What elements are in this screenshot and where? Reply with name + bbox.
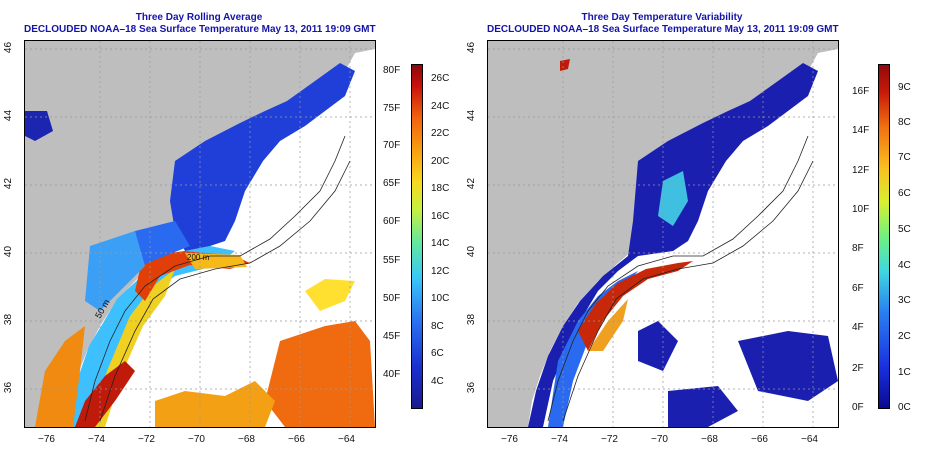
right-map-title: Three Day Temperature Variability [581,12,743,23]
left-y-tick: 42 [3,177,15,190]
right-y-tick: 38 [466,313,478,326]
right-x-tick: −70 [651,434,668,445]
left-land [25,41,375,427]
left-y-tick: 44 [3,109,15,122]
left-cbar-c-label: 4C [431,376,444,387]
right-cbar-c-label: 5C [898,224,911,235]
right-x-tick: −76 [501,434,518,445]
left-x-tick: −76 [38,434,55,445]
right-cbar-f-label: 4F [852,322,864,333]
left-y-tick: 38 [3,313,15,326]
right-y-tick: 44 [466,109,478,122]
left-cbar-f-label: 55F [383,255,401,266]
right-y-tick: 36 [466,381,478,394]
right-x-tick: −64 [801,434,818,445]
left-cbar-c-label: 22C [431,128,450,139]
left-y-tick: 40 [3,245,15,258]
left-cbar-f-label: 50F [383,293,401,304]
left-cbar-c-label: 10C [431,293,450,304]
right-cbar-c-label: 9C [898,82,911,93]
right-cbar-f-label: 12F [852,165,870,176]
right-map-subtitle: DECLOUDED NOAA–18 Sea Surface Temperatur… [487,24,839,35]
left-x-tick: −64 [338,434,355,445]
left-graticule [25,41,375,427]
right-cbar-f-label: 2F [852,363,864,374]
left-cbar-c-label: 18C [431,183,450,194]
left-contour-label-200m: 200 m [187,253,210,262]
right-land [488,41,838,427]
left-cbar-c-label: 14C [431,238,450,249]
right-x-tick: −72 [601,434,618,445]
right-cbar-c-label: 1C [898,367,911,378]
left-cbar-f-label: 40F [383,369,401,380]
left-map-subtitle: DECLOUDED NOAA–18 Sea Surface Temperatur… [24,24,376,35]
left-colorbar [411,64,423,409]
right-variability-map [488,41,838,427]
right-cbar-c-label: 4C [898,260,911,271]
right-y-tick: 46 [466,41,478,54]
right-cbar-f-label: 10F [852,204,870,215]
left-cbar-f-label: 65F [383,178,401,189]
left-cbar-c-label: 6C [431,348,444,359]
right-graticule [488,41,838,427]
right-cbar-f-label: 8F [852,243,864,254]
right-map-panel [487,40,839,428]
left-cbar-c-label: 12C [431,266,450,277]
left-cbar-f-label: 80F [383,65,401,76]
left-cbar-c-label: 24C [431,101,450,112]
left-x-tick: −74 [88,434,105,445]
left-x-tick: −68 [238,434,255,445]
right-cbar-c-label: 7C [898,152,911,163]
right-cbar-c-label: 6C [898,188,911,199]
left-cbar-f-label: 75F [383,103,401,114]
left-cbar-c-label: 8C [431,321,444,332]
left-map-panel: 50 m 200 m [24,40,376,428]
left-x-tick: −66 [288,434,305,445]
right-cbar-c-label: 2C [898,331,911,342]
right-y-tick: 42 [466,177,478,190]
right-cbar-c-label: 0C [898,402,911,413]
left-y-tick: 46 [3,41,15,54]
left-cbar-c-label: 20C [431,156,450,167]
left-cbar-f-label: 70F [383,140,401,151]
right-x-tick: −68 [701,434,718,445]
right-cbar-f-label: 14F [852,125,870,136]
right-cbar-f-label: 16F [852,86,870,97]
left-cbar-c-label: 16C [431,211,450,222]
left-sst-map: 50 m 200 m [25,41,375,427]
right-x-tick: −74 [551,434,568,445]
left-map-title: Three Day Rolling Average [135,12,263,23]
right-cbar-c-label: 8C [898,117,911,128]
left-x-tick: −72 [138,434,155,445]
left-y-tick: 36 [3,381,15,394]
right-x-tick: −66 [751,434,768,445]
left-cbar-f-label: 45F [383,331,401,342]
right-y-tick: 40 [466,245,478,258]
left-x-tick: −70 [188,434,205,445]
right-cbar-f-label: 6F [852,283,864,294]
right-cbar-c-label: 3C [898,295,911,306]
left-cbar-c-label: 26C [431,73,450,84]
right-colorbar [878,64,890,409]
right-cbar-f-label: 0F [852,402,864,413]
left-cbar-f-label: 60F [383,216,401,227]
